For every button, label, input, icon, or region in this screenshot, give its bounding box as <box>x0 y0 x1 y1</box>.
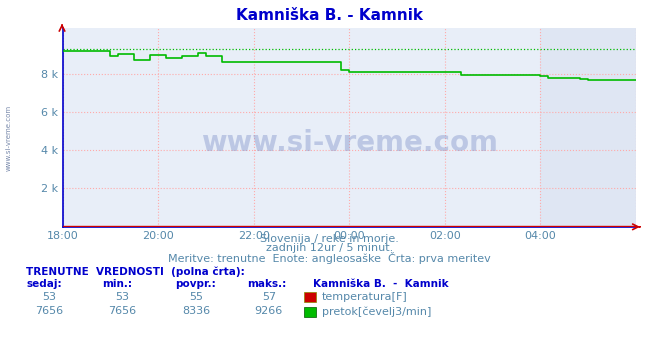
Text: 8336: 8336 <box>183 307 210 316</box>
Text: 53: 53 <box>42 292 57 301</box>
Text: www.si-vreme.com: www.si-vreme.com <box>5 105 12 172</box>
Text: 7656: 7656 <box>36 307 63 316</box>
Bar <box>540 28 636 227</box>
Text: sedaj:: sedaj: <box>26 280 62 289</box>
Text: maks.:: maks.: <box>247 280 287 289</box>
Text: 53: 53 <box>115 292 129 301</box>
Text: zadnjih 12ur / 5 minut.: zadnjih 12ur / 5 minut. <box>266 244 393 253</box>
Text: pretok[čevelj3/min]: pretok[čevelj3/min] <box>322 306 431 317</box>
Text: temperatura[F]: temperatura[F] <box>322 292 407 301</box>
Text: Kamniška B.  -  Kamnik: Kamniška B. - Kamnik <box>313 280 449 289</box>
Text: 55: 55 <box>189 292 204 301</box>
Text: 57: 57 <box>262 292 276 301</box>
Text: Meritve: trenutne  Enote: angleosaške  Črta: prva meritev: Meritve: trenutne Enote: angleosaške Črt… <box>168 252 491 264</box>
Text: Slovenija / reke in morje.: Slovenija / reke in morje. <box>260 234 399 244</box>
Text: Kamniška B. - Kamnik: Kamniška B. - Kamnik <box>236 8 423 23</box>
Text: TRENUTNE  VREDNOSTI  (polna črta):: TRENUTNE VREDNOSTI (polna črta): <box>26 266 245 277</box>
Text: povpr.:: povpr.: <box>175 280 215 289</box>
Text: min.:: min.: <box>102 280 132 289</box>
Text: 9266: 9266 <box>255 307 283 316</box>
Text: www.si-vreme.com: www.si-vreme.com <box>201 129 498 157</box>
Text: 7656: 7656 <box>108 307 136 316</box>
